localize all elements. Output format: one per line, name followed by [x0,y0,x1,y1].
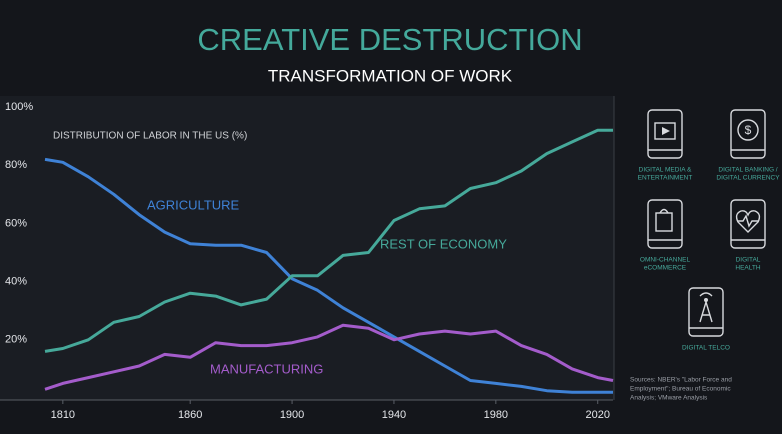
x-tick-label: 1940 [382,409,406,421]
icon-ecommerce [647,199,683,249]
series-label: MANUFACTURING [210,361,323,376]
plot-background [0,96,614,400]
x-tick-label: 1810 [51,409,75,421]
icon-label: DIGITAL CURRENCY [716,175,780,182]
icon-label: eCOMMERCE [644,265,687,272]
series-line [44,157,613,394]
series-line [44,323,614,391]
sources: Employment"; Bureau of Economic [630,386,731,393]
icon-label: DIGITAL BANKING / [718,167,777,174]
icon-label: DIGITAL TELCO [682,345,730,352]
icon-telco [688,287,724,337]
icon-health [730,199,766,249]
icon-label: ENTERTAINMENT [638,175,693,182]
series-line [44,128,613,353]
x-tick-label: 1860 [178,409,202,421]
sources: Analysis; VMware Analysis [630,395,708,402]
icon-label: OMNI-CHANNEL [640,257,691,264]
svg-text:$: $ [745,123,752,137]
y-tick-label: 60% [5,217,27,229]
sources: Sources: NBER's "Labor Force and [630,377,732,384]
y-tick-label: 40% [5,276,27,288]
x-tick-label: 2020 [585,409,609,421]
icon-media [647,109,683,159]
title: CREATIVE DESTRUCTION [197,22,582,57]
y-tick-label: 20% [5,334,27,346]
icon-banking: $ [730,109,766,159]
series-label: REST OF ECONOMY [380,236,507,251]
y-tick-label: 80% [5,159,27,171]
subtitle: TRANSFORMATION OF WORK [268,66,513,85]
icon-label: DIGITAL [736,257,761,264]
icon-label: DIGITAL MEDIA & [639,167,692,174]
series-label: AGRICULTURE [147,197,240,212]
x-tick-label: 1900 [280,409,304,421]
icon-label: HEALTH [735,265,760,272]
x-tick-label: 1980 [484,409,508,421]
annotation: DISTRIBUTION OF LABOR IN THE US (%) [53,131,247,142]
y-tick-label: 100% [5,101,33,113]
